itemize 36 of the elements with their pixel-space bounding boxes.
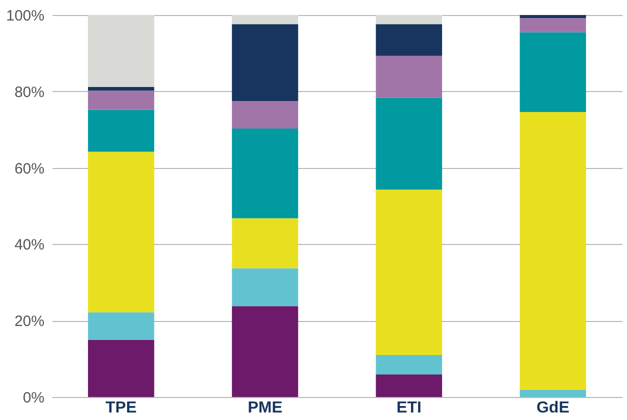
bar xyxy=(88,340,154,397)
bar xyxy=(520,390,586,397)
x-tick-label: PME xyxy=(248,400,283,416)
bar xyxy=(376,354,442,374)
bar xyxy=(88,110,154,152)
bar xyxy=(520,112,586,390)
bar xyxy=(232,24,298,101)
bar xyxy=(376,56,442,98)
y-tick-label: 40% xyxy=(14,236,44,254)
y-tick-label: 20% xyxy=(14,313,44,330)
bar xyxy=(520,18,586,32)
bar xyxy=(376,15,442,24)
bar xyxy=(88,152,154,312)
bar xyxy=(520,32,586,112)
bar xyxy=(232,128,298,218)
x-tick-label: TPE xyxy=(106,400,137,416)
bar xyxy=(88,312,154,340)
bar xyxy=(232,15,298,24)
bar xyxy=(520,15,586,18)
y-tick-label: 60% xyxy=(14,160,44,178)
bar xyxy=(376,98,442,190)
bar xyxy=(88,86,154,91)
y-tick-label: 80% xyxy=(14,84,44,101)
bar xyxy=(88,15,154,87)
x-tick-label: ETI xyxy=(396,400,422,416)
y-tick-label: 0% xyxy=(22,390,44,406)
bar xyxy=(232,100,298,128)
y-tick-label: 100% xyxy=(6,8,44,24)
bar xyxy=(376,374,442,397)
bar xyxy=(88,90,154,110)
bar xyxy=(376,190,442,355)
x-tick-label: GdE xyxy=(536,400,570,416)
bar xyxy=(232,306,298,397)
bar xyxy=(376,24,442,56)
bar xyxy=(232,268,298,306)
bar xyxy=(232,218,298,268)
